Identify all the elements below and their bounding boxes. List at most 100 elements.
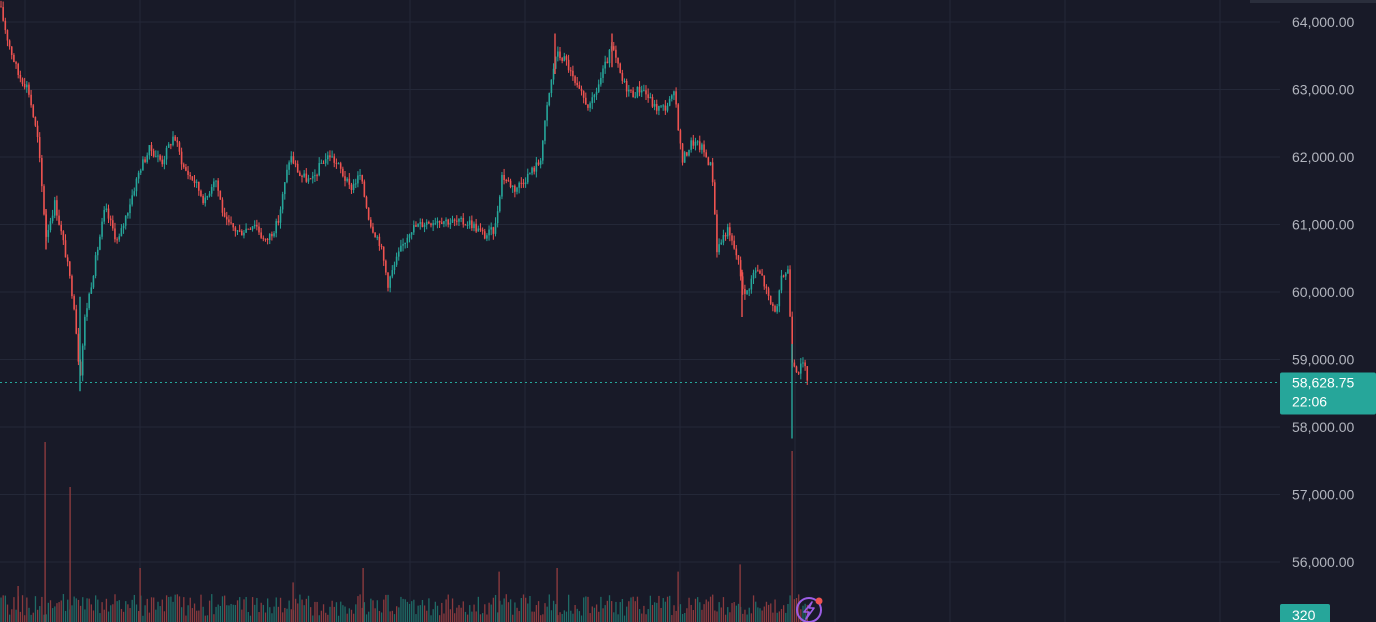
- volume-bar: [297, 603, 299, 622]
- candle-body: [479, 228, 482, 230]
- volume-bar: [211, 594, 213, 622]
- candle-body: [606, 61, 609, 64]
- candle-body: [567, 59, 570, 71]
- candle-body: [69, 261, 71, 276]
- volume-bar: [355, 604, 357, 622]
- volume-bar: [271, 613, 273, 622]
- candle-body: [286, 169, 288, 183]
- candle-body: [503, 174, 505, 180]
- volume-bar: [398, 607, 400, 622]
- volume-bar: [41, 596, 43, 622]
- candle-body: [81, 345, 84, 376]
- volume-bar: [731, 603, 733, 622]
- candle-body: [114, 228, 116, 240]
- candle-body: [655, 104, 658, 111]
- candle-body: [664, 105, 667, 111]
- volume-bar: [522, 594, 525, 622]
- price-axis-label: 63,000.00: [1292, 82, 1354, 98]
- candle-body: [791, 316, 793, 363]
- volume-bar: [224, 595, 226, 622]
- candle-body: [234, 227, 237, 232]
- volume-bar: [514, 602, 516, 622]
- volume-bar: [660, 607, 662, 622]
- volume-bar: [552, 600, 555, 622]
- volume-spike: [677, 571, 679, 622]
- volume-bar: [469, 605, 471, 622]
- volume-bar: [746, 614, 748, 622]
- candle-body: [337, 163, 340, 165]
- candle-body: [56, 200, 58, 216]
- candle-body: [32, 105, 35, 117]
- candle-body: [318, 163, 320, 176]
- volume-bar: [348, 608, 350, 622]
- candle-body: [346, 178, 348, 181]
- volume-bar: [623, 615, 626, 622]
- volume-bar: [64, 610, 67, 622]
- volume-bar: [722, 597, 725, 622]
- volume-bar: [305, 598, 307, 622]
- candle-body: [400, 245, 402, 252]
- volume-bar: [692, 610, 694, 622]
- volume-bar: [163, 611, 166, 622]
- candle-body: [260, 232, 262, 238]
- candle-body: [21, 78, 24, 84]
- volume-bar: [389, 611, 391, 622]
- candle-body: [735, 248, 738, 256]
- volume-bar: [473, 604, 475, 622]
- volume-bar: [279, 597, 282, 622]
- lightning-icon[interactable]: [796, 597, 823, 622]
- candle-body: [329, 155, 331, 158]
- volume-bar: [765, 601, 768, 622]
- candle-body: [645, 90, 647, 95]
- volume-bar: [318, 615, 320, 622]
- volume-bar: [690, 604, 692, 622]
- volume-bar: [585, 596, 587, 622]
- candle-body: [761, 273, 763, 276]
- candle-body: [410, 232, 413, 235]
- candle-body: [264, 238, 267, 240]
- candle-body: [301, 175, 303, 177]
- candle-body: [204, 197, 207, 204]
- volume-bar: [219, 605, 221, 622]
- candle-body: [701, 144, 703, 150]
- volume-bar: [742, 613, 744, 622]
- candle-body: [159, 155, 161, 160]
- candle-body: [198, 181, 200, 191]
- candle-body: [385, 260, 387, 273]
- volume-bar: [501, 604, 503, 622]
- volume-bar: [155, 609, 157, 622]
- volume-bar: [245, 596, 247, 622]
- candle-body: [335, 162, 338, 164]
- volume-bar: [75, 598, 77, 622]
- candle-body: [170, 144, 172, 146]
- candle-body: [127, 213, 129, 216]
- volume-bar: [114, 594, 116, 622]
- candle-body: [593, 94, 596, 98]
- volume-bar: [21, 595, 24, 622]
- volume-bar: [275, 597, 277, 622]
- candle-body: [787, 269, 789, 274]
- volume-bar: [206, 615, 209, 622]
- volume-bar: [428, 598, 430, 622]
- candle-body: [608, 49, 611, 64]
- candle-body: [120, 228, 123, 237]
- candle-body: [726, 227, 729, 237]
- candle-body: [96, 249, 99, 256]
- volume-bar: [755, 601, 757, 622]
- candle-body: [380, 245, 383, 247]
- volume-bar: [570, 610, 572, 622]
- volume-bar: [181, 607, 183, 622]
- candle-body: [62, 231, 65, 241]
- volume-bar: [563, 610, 565, 622]
- volume-bar: [673, 605, 675, 622]
- volume-bar: [157, 601, 159, 622]
- volume-bar: [189, 597, 191, 622]
- candle-body: [152, 150, 155, 157]
- candle-body: [228, 219, 230, 223]
- candle-body: [694, 141, 697, 146]
- volume-bar: [282, 612, 284, 622]
- volume-bar: [499, 600, 501, 622]
- candle-body: [15, 62, 17, 64]
